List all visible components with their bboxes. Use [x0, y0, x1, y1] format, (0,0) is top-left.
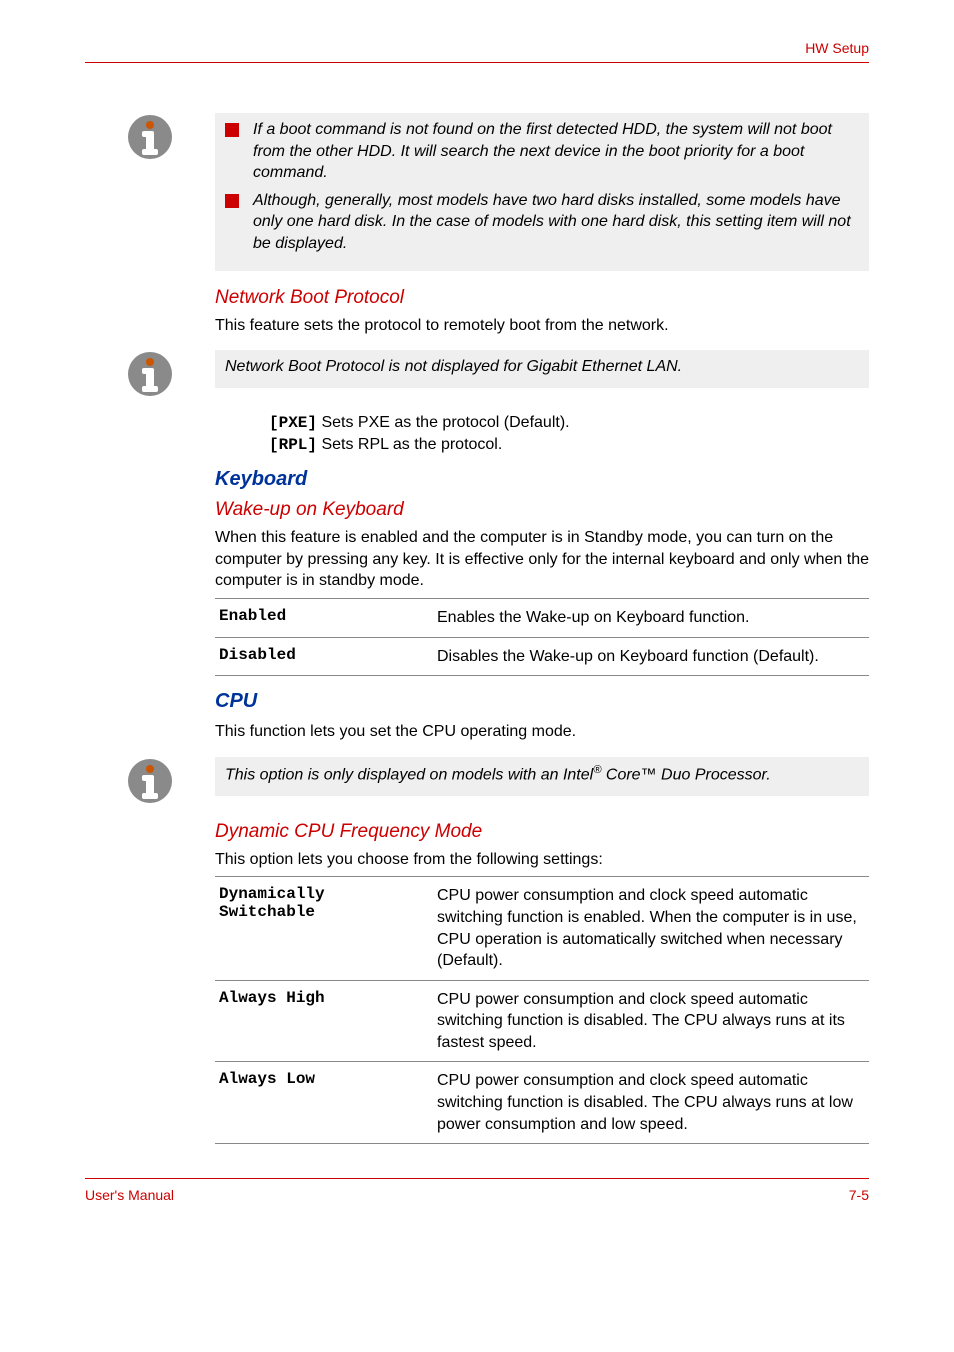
heading-wake-on-kbd: Wake-up on Keyboard: [215, 499, 869, 521]
note-body: If a boot command is not found on the fi…: [215, 113, 869, 271]
note-bullet: If a boot command is not found on the fi…: [225, 119, 859, 184]
table-row: Dynamically Switchable CPU power consump…: [215, 877, 869, 980]
heading-dyn-cpu: Dynamic CPU Frequency Mode: [215, 821, 869, 843]
bullet-square-icon: [225, 194, 239, 208]
protocol-desc: Sets RPL as the protocol.: [321, 436, 502, 453]
note-cpu-post: Core™ Duo Processor.: [601, 766, 770, 783]
heading-cpu: CPU: [215, 690, 869, 713]
note-bullet-text: Although, generally, most models have tw…: [253, 190, 859, 255]
option-key: Disabled: [215, 637, 433, 676]
info-icon: [126, 350, 174, 398]
option-desc: CPU power consumption and clock speed au…: [433, 1062, 869, 1144]
text-net-desc: This feature sets the protocol to remote…: [215, 315, 869, 337]
note-body: Network Boot Protocol is not displayed f…: [215, 350, 869, 388]
note-bullet-text: If a boot command is not found on the fi…: [253, 119, 859, 184]
keyboard-options-table: Enabled Enables the Wake-up on Keyboard …: [215, 598, 869, 676]
table-row: Enabled Enables the Wake-up on Keyboard …: [215, 598, 869, 637]
table-row: Disabled Disables the Wake-up on Keyboar…: [215, 637, 869, 676]
info-icon-cell: [85, 757, 215, 805]
note-block-1: If a boot command is not found on the fi…: [85, 113, 869, 271]
option-key: Enabled: [215, 598, 433, 637]
info-icon: [126, 113, 174, 161]
info-icon-cell: [85, 350, 215, 398]
header-right: HW Setup: [85, 40, 869, 56]
header: HW Setup: [85, 40, 869, 63]
table-row: Always High CPU power consumption and cl…: [215, 980, 869, 1062]
option-key: Always Low: [215, 1062, 433, 1144]
text-cpu-desc: This function lets you set the CPU opera…: [215, 721, 869, 743]
section-cpu: CPU This function lets you set the CPU o…: [215, 690, 869, 743]
footer: User's Manual 7-5: [85, 1178, 869, 1203]
table-row: Always Low CPU power consumption and clo…: [215, 1062, 869, 1144]
text-dyn-cpu-desc: This option lets you choose from the fol…: [215, 849, 869, 871]
footer-right: 7-5: [849, 1187, 869, 1203]
heading-network-boot: Network Boot Protocol: [215, 287, 869, 309]
protocol-list: [PXE] Sets PXE as the protocol (Default)…: [215, 414, 869, 454]
text-kbd-desc: When this feature is enabled and the com…: [215, 527, 869, 592]
protocol-row: [RPL] Sets RPL as the protocol.: [269, 436, 869, 454]
option-desc: Enables the Wake-up on Keyboard function…: [433, 598, 869, 637]
option-key: Dynamically Switchable: [215, 877, 433, 980]
heading-keyboard: Keyboard: [215, 468, 869, 491]
info-icon: [126, 757, 174, 805]
cpu-options-table: Dynamically Switchable CPU power consump…: [215, 876, 869, 1144]
note-block-cpu: This option is only displayed on models …: [85, 757, 869, 805]
protocol-desc: Sets PXE as the protocol (Default).: [321, 414, 569, 431]
bullet-square-icon: [225, 123, 239, 137]
option-desc: CPU power consumption and clock speed au…: [433, 980, 869, 1062]
note-cpu-pre: This option is only displayed on models …: [225, 766, 593, 783]
option-key: Always High: [215, 980, 433, 1062]
protocol-key: [PXE]: [269, 414, 317, 432]
info-icon-cell: [85, 113, 215, 161]
note-net-text: Network Boot Protocol is not displayed f…: [225, 358, 682, 375]
section-network-boot: Network Boot Protocol This feature sets …: [215, 287, 869, 337]
section-keyboard: Keyboard Wake-up on Keyboard When this f…: [215, 468, 869, 676]
footer-left: User's Manual: [85, 1187, 174, 1203]
option-desc: CPU power consumption and clock speed au…: [433, 877, 869, 980]
protocol-key: [RPL]: [269, 436, 317, 454]
section-dyn-cpu: Dynamic CPU Frequency Mode This option l…: [215, 821, 869, 1145]
protocol-row: [PXE] Sets PXE as the protocol (Default)…: [269, 414, 869, 432]
option-desc: Disables the Wake-up on Keyboard functio…: [433, 637, 869, 676]
note-block-net: Network Boot Protocol is not displayed f…: [85, 350, 869, 398]
note-bullet: Although, generally, most models have tw…: [225, 190, 859, 255]
note-body: This option is only displayed on models …: [215, 757, 869, 796]
